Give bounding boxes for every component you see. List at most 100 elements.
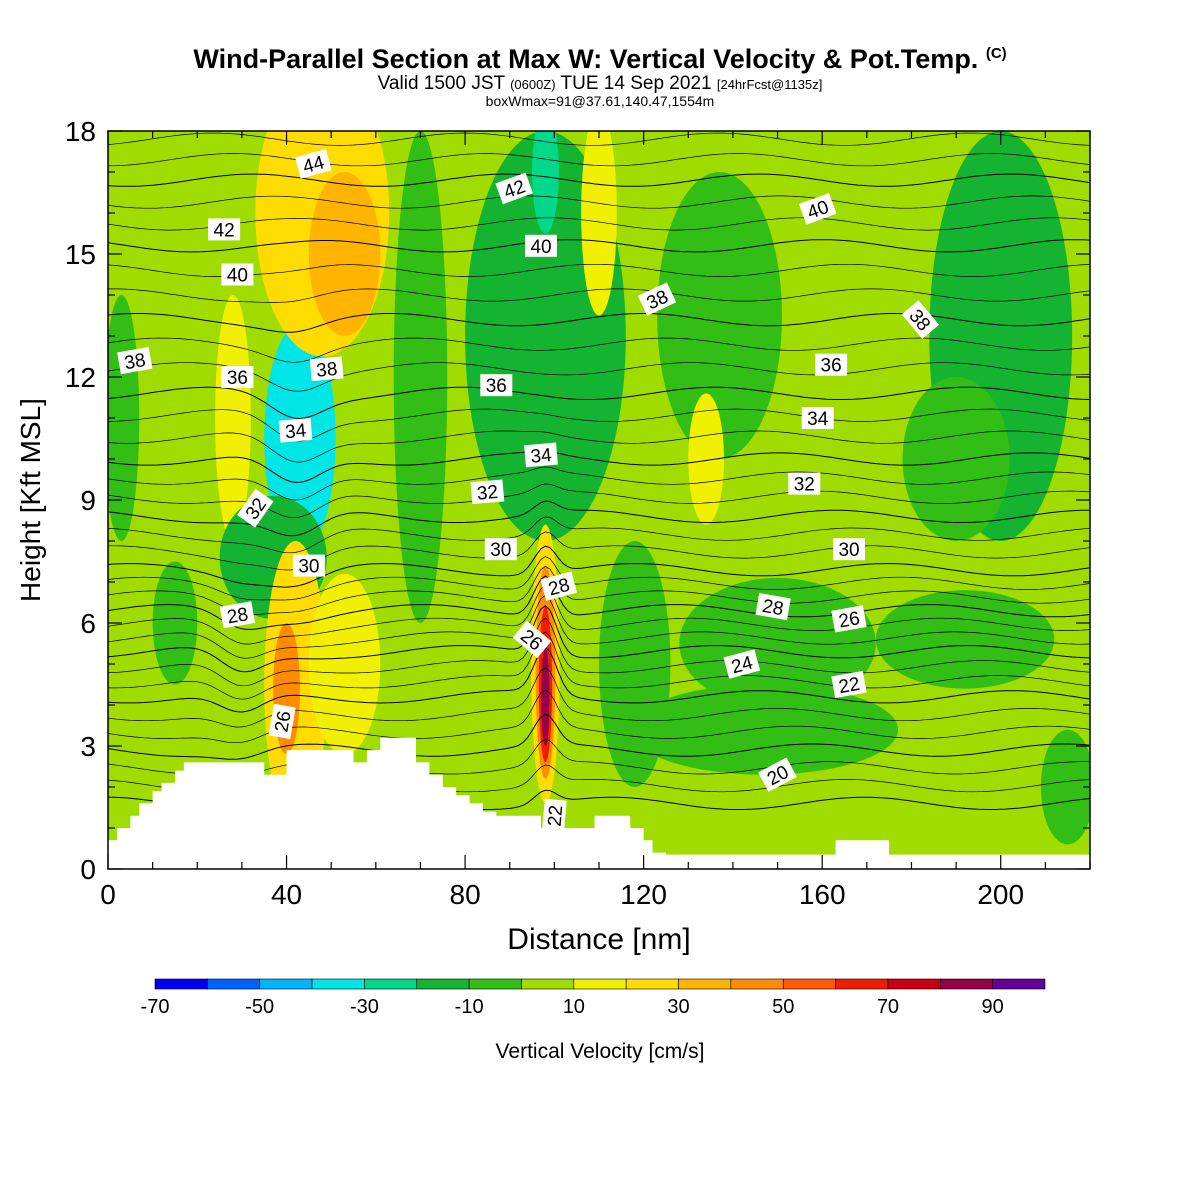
contour-label-text: 26 [837,608,861,632]
y-axis-label: Height [Kft MSL] [15,398,46,602]
contour-label-text: 28 [761,596,785,620]
theta-contour-minor [108,595,1090,659]
theta-contour-30 [108,545,1090,588]
colorbar-bin [259,978,313,990]
contour-label-box [815,353,848,376]
forecast-info: [24hrFcst@1135z] [716,77,823,92]
valid-time: Valid 1500 JST [377,73,505,94]
contour-label-text: 38 [123,350,147,374]
contour-label: 42 [208,218,241,241]
contour-label-box [495,172,533,205]
velocity-cell [1040,729,1090,845]
colorbar-bin [207,978,261,990]
contour-label-box [117,346,153,375]
contour-label-text: 30 [838,540,859,561]
contour-label-box [901,300,940,339]
velocity-cell [688,393,724,525]
theta-contour-40 [108,239,1090,253]
contour-label: 30 [292,554,325,578]
contour-label: 32 [470,479,505,505]
velocity-cell [630,684,899,775]
contour-label-box [524,442,558,468]
contour-label-box [268,703,296,740]
contour-label-box [309,356,344,382]
theta-contour-minor [108,430,1090,463]
colorbar-bin [416,978,470,990]
contour-label-text: 36 [821,356,842,377]
colorbar-bin [992,978,1046,990]
theta-contour-44 [108,113,1090,125]
contour-label: 22 [542,798,568,833]
contour-label-box [831,605,867,633]
contour-label: 30 [833,538,865,561]
y-tick-label: 9 [80,485,96,516]
contour-label-box [758,757,797,792]
theta-contour-minor [108,556,1090,601]
contour-label: 38 [309,356,344,382]
theta-contour-minor [108,337,1090,363]
colorbar-bin [782,978,836,990]
theta-contour-22 [108,713,1090,760]
velocity-cell [152,561,198,685]
contour-label-text: 26 [271,709,295,733]
contour-label: 36 [480,374,513,397]
theta-contour-34 [108,449,1090,483]
theta-contour-42 [108,173,1090,187]
theta-contour-minor [108,466,1090,501]
boxwmax-info: boxWmax=91@37.61,140.47,1554m [485,93,715,109]
contour-label: 34 [278,417,313,443]
contour-label-box [480,374,513,397]
theta-contour-26 [108,605,1090,673]
colorbar-bin [730,978,784,990]
y-tick-label: 6 [80,608,96,639]
contour-label-box [512,620,552,659]
contour-label: 30 [484,538,517,561]
y-tick-label: 3 [80,731,96,762]
contour-label-text: 34 [807,409,829,430]
y-tick-label: 18 [65,116,96,147]
colorbar-bin [678,978,732,990]
theta-contour-32 [108,500,1090,537]
x-tick-label: 120 [620,879,667,910]
contour-label: 34 [801,407,834,430]
theta-contour-minor [108,195,1090,209]
x-tick-label: 160 [799,879,846,910]
y-tick-label: 0 [80,854,96,885]
velocity-cell [308,172,381,336]
colorbar-tick-label: -50 [245,996,274,1018]
contour-label-box [540,571,578,601]
copyright-mark: (C) [985,45,1007,62]
theta-contour-minor [108,362,1090,392]
x-tick-label: 0 [100,879,116,910]
theta-contour-minor [108,153,1090,167]
contour-label: 24 [723,649,761,679]
colorbar-tick-label: 50 [772,996,794,1018]
contour-label-box [637,282,677,316]
contour-label: 28 [219,601,256,629]
contour-label-box [219,601,256,629]
contour-label-text: 36 [227,368,248,389]
velocity-cell [532,131,559,234]
theta-contour-minor [108,132,1090,146]
contour-label: 34 [524,442,558,468]
contour-label-text: 22 [837,674,861,698]
theta-contour-24 [108,646,1090,713]
colorbar-bin [468,978,522,990]
x-tick-label: 80 [450,879,481,910]
valid-date: TUE 14 Sep 2021 [560,73,712,94]
x-tick-label: 200 [977,879,1024,910]
contour-label: 26 [268,703,296,740]
theta-contour-minor [108,739,1090,777]
velocity-cell [541,647,550,746]
contour-label-box [484,538,517,561]
contour-label-text: 32 [476,482,499,505]
contour-label-text: 22 [545,804,568,827]
contour-label-box [237,488,274,528]
colorbar-tick-label: -30 [350,996,379,1018]
colorbar-tick-label: 10 [563,996,585,1018]
theta-contour-minor [108,483,1090,519]
colorbar-bin [887,978,941,990]
contour-label-text: 34 [530,445,553,468]
